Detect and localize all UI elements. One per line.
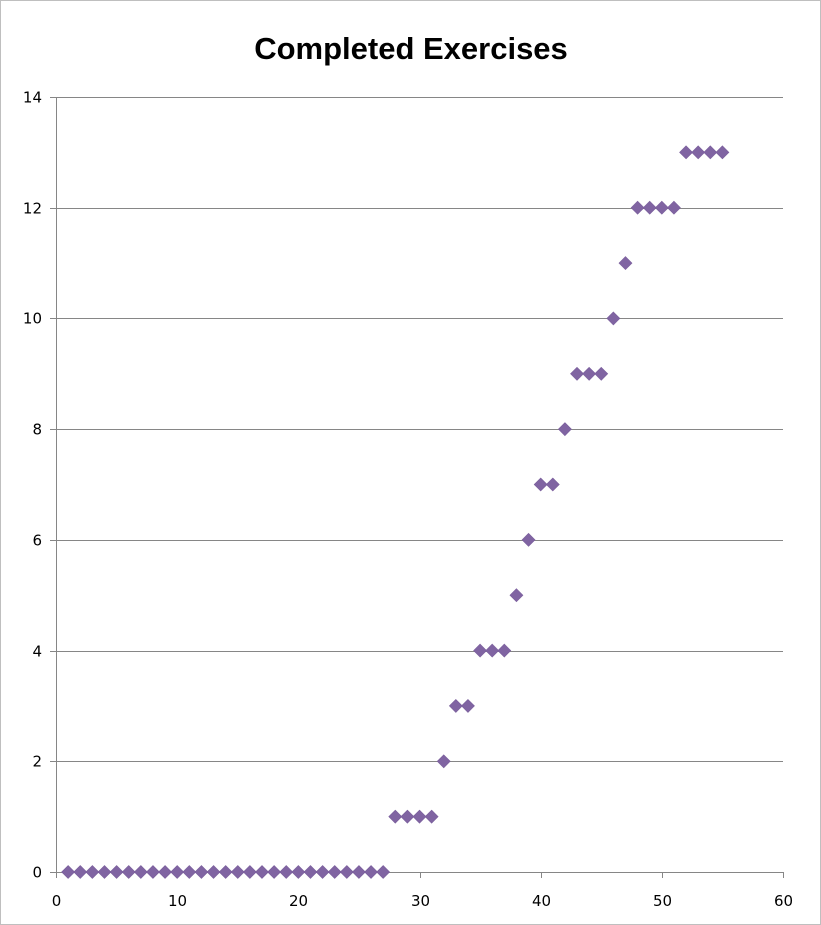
data-point <box>582 366 597 381</box>
data-point <box>509 588 524 603</box>
data-point <box>327 865 342 879</box>
data-point <box>642 200 657 215</box>
data-point <box>85 865 100 879</box>
data-point <box>133 865 148 879</box>
data-point <box>61 865 76 879</box>
y-tick-label: 10 <box>23 310 42 328</box>
y-tick-label: 0 <box>32 864 42 882</box>
data-point <box>557 422 572 437</box>
data-point <box>485 643 500 658</box>
data-point <box>339 865 354 879</box>
x-tick-label: 40 <box>532 892 551 910</box>
data-point <box>521 532 536 547</box>
x-tick-label: 20 <box>289 892 308 910</box>
y-tick-label: 12 <box>23 200 42 218</box>
data-point <box>545 477 560 492</box>
x-tick-label: 60 <box>774 892 793 910</box>
data-point <box>400 809 415 824</box>
y-tick-label: 14 <box>23 89 42 107</box>
data-point <box>218 865 233 879</box>
data-point <box>376 865 391 879</box>
data-point <box>158 865 172 879</box>
data-point <box>109 865 124 879</box>
data-point <box>121 865 136 879</box>
data-point <box>170 865 185 879</box>
data-point <box>364 865 378 879</box>
data-point <box>461 699 475 713</box>
data-point <box>424 809 439 824</box>
data-point <box>303 865 318 879</box>
data-point <box>473 643 488 658</box>
y-tick-label: 4 <box>32 643 42 661</box>
data-point <box>182 865 197 879</box>
data-point <box>255 865 269 879</box>
tick-labels: 0 2 4 6 8 10 12 14 0 10 20 30 40 50 60 <box>23 89 793 911</box>
data-point <box>230 865 245 879</box>
data-point <box>242 865 257 879</box>
x-tick-label: 10 <box>168 892 187 910</box>
data-point <box>570 366 584 381</box>
data-point <box>412 809 427 824</box>
data-point <box>630 200 645 215</box>
data-point <box>533 477 548 492</box>
data-point <box>436 754 451 769</box>
y-tick-label: 8 <box>32 421 42 439</box>
data-points <box>61 145 730 879</box>
data-point <box>618 256 633 270</box>
data-point <box>497 643 512 658</box>
data-point <box>146 865 160 879</box>
data-point <box>315 865 330 879</box>
y-tick-label: 6 <box>32 532 42 550</box>
data-point <box>679 145 693 160</box>
data-point <box>194 865 209 879</box>
data-point <box>97 865 112 879</box>
data-point <box>667 200 681 215</box>
data-point <box>267 865 282 879</box>
data-point <box>388 809 403 824</box>
data-point <box>691 145 706 160</box>
data-point <box>606 311 621 326</box>
x-tick-label: 50 <box>653 892 672 910</box>
x-tick-label: 30 <box>411 892 430 910</box>
data-point <box>291 865 306 879</box>
chart-title: Completed Exercises <box>254 31 568 66</box>
x-tick-label: 0 <box>52 892 62 910</box>
data-point <box>448 699 463 713</box>
data-point <box>654 200 669 215</box>
y-tick-label: 2 <box>32 753 42 771</box>
data-point <box>594 366 609 381</box>
data-point <box>206 865 221 879</box>
data-point <box>715 145 730 160</box>
data-point <box>73 865 88 879</box>
data-point <box>279 865 294 879</box>
data-point <box>703 145 718 160</box>
gridlines <box>56 97 783 762</box>
data-point <box>351 865 366 879</box>
